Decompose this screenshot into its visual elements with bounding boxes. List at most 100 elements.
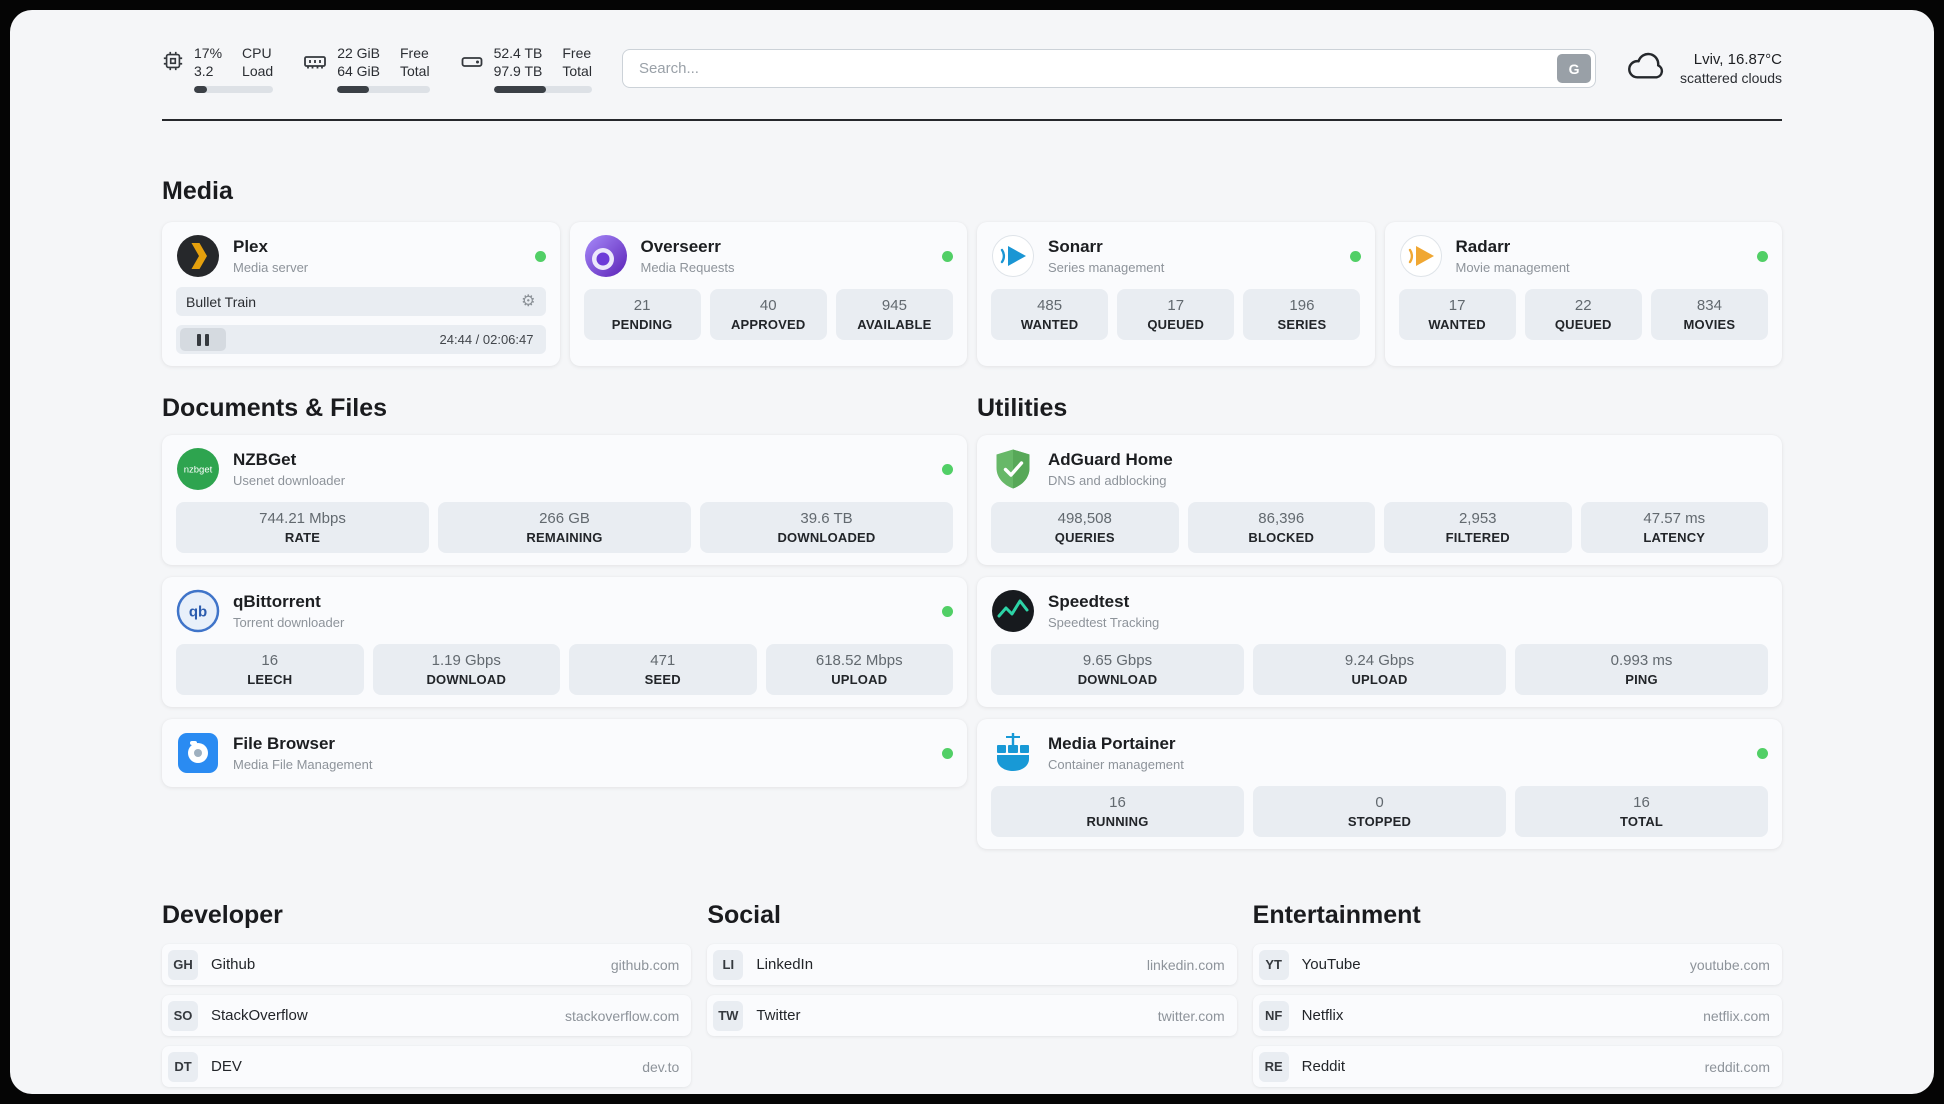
app-name: AdGuard Home xyxy=(1048,450,1173,470)
stat-blocked: 86,396 BLOCKED xyxy=(1187,502,1375,554)
app-card-adguard[interactable]: AdGuard Home DNS and adblocking 498,508 … xyxy=(977,435,1782,566)
cloud-icon xyxy=(1626,49,1668,88)
github-badge: GH xyxy=(168,949,198,980)
section-title-utilities: Utilities xyxy=(977,394,1068,423)
search-engine-button[interactable]: G xyxy=(1557,54,1592,84)
qbittorrent-icon: qb xyxy=(176,589,220,633)
app-name: Sonarr xyxy=(1048,237,1103,257)
adguard-icon xyxy=(991,447,1035,491)
bookmark-group-entertainment: Entertainment YT YouTube youtube.com NF … xyxy=(1252,901,1782,1094)
section-title-documents: Documents & Files xyxy=(162,394,388,423)
disk-progress-track xyxy=(493,86,592,94)
ram-widget: 22 GiB 64 GiB Free Total xyxy=(303,44,430,94)
bookmark-reddit[interactable]: RE Reddit reddit.com xyxy=(1252,1046,1782,1088)
disk-widget: 52.4 TB 97.9 TB Free Total xyxy=(460,44,592,94)
stat-queued: 22 QUEUED xyxy=(1524,289,1642,341)
stat-queued: 17 QUEUED xyxy=(1117,289,1235,341)
bookmark-group-social: Social LI LinkedIn linkedin.com TW Twitt… xyxy=(707,901,1237,1094)
stat-rate: 744.21 Mbps RATE xyxy=(176,502,429,554)
ram-progress-track xyxy=(337,86,430,94)
weather-widget: Lviv, 16.87°C scattered clouds xyxy=(1626,49,1782,88)
stat-total: 16 TOTAL xyxy=(1515,786,1768,838)
stat-wanted: 17 WANTED xyxy=(1398,289,1516,341)
ram-total-label: Total xyxy=(400,63,430,80)
app-card-sonarr[interactable]: Sonarr Series management 485 WANTED 17 Q… xyxy=(977,222,1375,367)
bookmark-youtube[interactable]: YT YouTube youtube.com xyxy=(1252,944,1782,986)
status-dot xyxy=(1757,747,1768,759)
section-title-developer: Developer xyxy=(162,901,283,930)
dev-badge: DT xyxy=(168,1051,198,1082)
gear-icon[interactable]: ⚙ xyxy=(521,292,536,310)
stat-upload: 618.52 Mbps UPLOAD xyxy=(765,644,953,696)
app-name: Overseerr xyxy=(640,237,721,257)
status-dot xyxy=(942,463,953,475)
section-title-social: Social xyxy=(707,901,781,930)
ram-total-value: 64 GiB xyxy=(337,63,380,80)
section-title-entertainment: Entertainment xyxy=(1252,901,1421,930)
stat-ping: 0.993 ms PING xyxy=(1515,644,1768,696)
search-input[interactable] xyxy=(621,49,1597,89)
stat-leech: 16 LEECH xyxy=(176,644,364,696)
playback-time: 24:44 / 02:06:47 xyxy=(439,332,534,348)
stat-movies: 834 MOVIES xyxy=(1650,289,1768,341)
stat-download: 9.65 Gbps DOWNLOAD xyxy=(991,644,1244,696)
app-subtitle: Series management xyxy=(1048,260,1165,276)
app-card-speedtest[interactable]: Speedtest Speedtest Tracking 9.65 Gbps D… xyxy=(977,577,1782,708)
bookmark-twitter[interactable]: TW Twitter twitter.com xyxy=(707,995,1237,1037)
disk-free-value: 52.4 TB xyxy=(493,45,543,61)
dashboard-panel: 17% 3.2 CPU Load xyxy=(10,10,1934,1094)
plex-icon xyxy=(176,234,220,278)
sonarr-icon xyxy=(991,234,1035,278)
status-dot xyxy=(942,250,953,262)
twitter-badge: TW xyxy=(713,1000,744,1031)
stat-running: 16 RUNNING xyxy=(991,786,1244,838)
ram-free-value: 22 GiB xyxy=(337,45,380,61)
bookmark-linkedin[interactable]: LI LinkedIn linkedin.com xyxy=(707,944,1237,986)
app-subtitle: Movie management xyxy=(1455,260,1570,276)
disk-progress-fill xyxy=(493,86,546,94)
app-name: Plex xyxy=(233,237,268,257)
app-card-qbittorrent[interactable]: qb qBittorrent Torrent downloader 16 xyxy=(162,577,967,708)
status-dot xyxy=(942,605,953,617)
weather-location: Lviv, 16.87°C xyxy=(1693,51,1782,69)
app-name: Speedtest xyxy=(1048,592,1130,612)
app-card-portainer[interactable]: Media Portainer Container management 16 … xyxy=(977,719,1782,850)
app-card-plex[interactable]: Plex Media server Bullet Train ⚙ 24:44 /… xyxy=(162,222,560,367)
cpu-widget: 17% 3.2 CPU Load xyxy=(162,44,274,94)
app-card-radarr[interactable]: Radarr Movie management 17 WANTED 22 QUE… xyxy=(1384,222,1782,367)
cpu-label: CPU xyxy=(242,45,272,61)
app-name: Radarr xyxy=(1455,237,1511,257)
bookmark-github[interactable]: GH Github github.com xyxy=(162,944,692,986)
status-dot xyxy=(1349,250,1361,262)
pause-button[interactable] xyxy=(180,328,226,352)
disk-total-value: 97.9 TB xyxy=(493,63,543,80)
radarr-icon xyxy=(1399,234,1443,278)
disk-icon xyxy=(460,50,484,74)
app-name: qBittorrent xyxy=(233,592,321,612)
app-name: File Browser xyxy=(233,734,336,754)
status-dot xyxy=(942,747,953,759)
stat-remaining: 266 GB REMAINING xyxy=(438,502,691,554)
stackoverflow-badge: SO xyxy=(168,1000,198,1031)
app-subtitle: Usenet downloader xyxy=(233,473,346,489)
app-name: Media Portainer xyxy=(1048,734,1176,754)
bookmark-stackoverflow[interactable]: SO StackOverflow stackoverflow.com xyxy=(162,995,692,1037)
app-card-overseerr[interactable]: Overseerr Media Requests 21 PENDING 40 A… xyxy=(569,222,967,367)
app-subtitle: Torrent downloader xyxy=(233,615,345,631)
stat-series: 196 SERIES xyxy=(1243,289,1361,341)
svg-text:nzbget: nzbget xyxy=(184,465,213,476)
disk-free-label: Free xyxy=(562,45,592,61)
app-card-filebrowser[interactable]: File Browser Media File Management xyxy=(162,719,967,788)
app-subtitle: Media Requests xyxy=(640,260,735,276)
app-subtitle: Container management xyxy=(1048,757,1184,773)
app-card-nzbget[interactable]: nzbget NZBGet Usenet downloader 744.21 M… xyxy=(162,435,967,566)
reddit-badge: RE xyxy=(1258,1051,1289,1082)
status-dot xyxy=(1757,250,1768,262)
bookmark-group-developer: Developer GH Github github.com SO StackO… xyxy=(162,901,692,1094)
app-name: NZBGet xyxy=(233,450,297,470)
search-bar: G xyxy=(621,49,1597,89)
bookmark-netflix[interactable]: NF Netflix netflix.com xyxy=(1252,995,1782,1037)
bookmark-dev[interactable]: DT DEV dev.to xyxy=(162,1046,692,1088)
app-subtitle: DNS and adblocking xyxy=(1048,473,1167,489)
top-bar: 17% 3.2 CPU Load xyxy=(162,44,1782,94)
